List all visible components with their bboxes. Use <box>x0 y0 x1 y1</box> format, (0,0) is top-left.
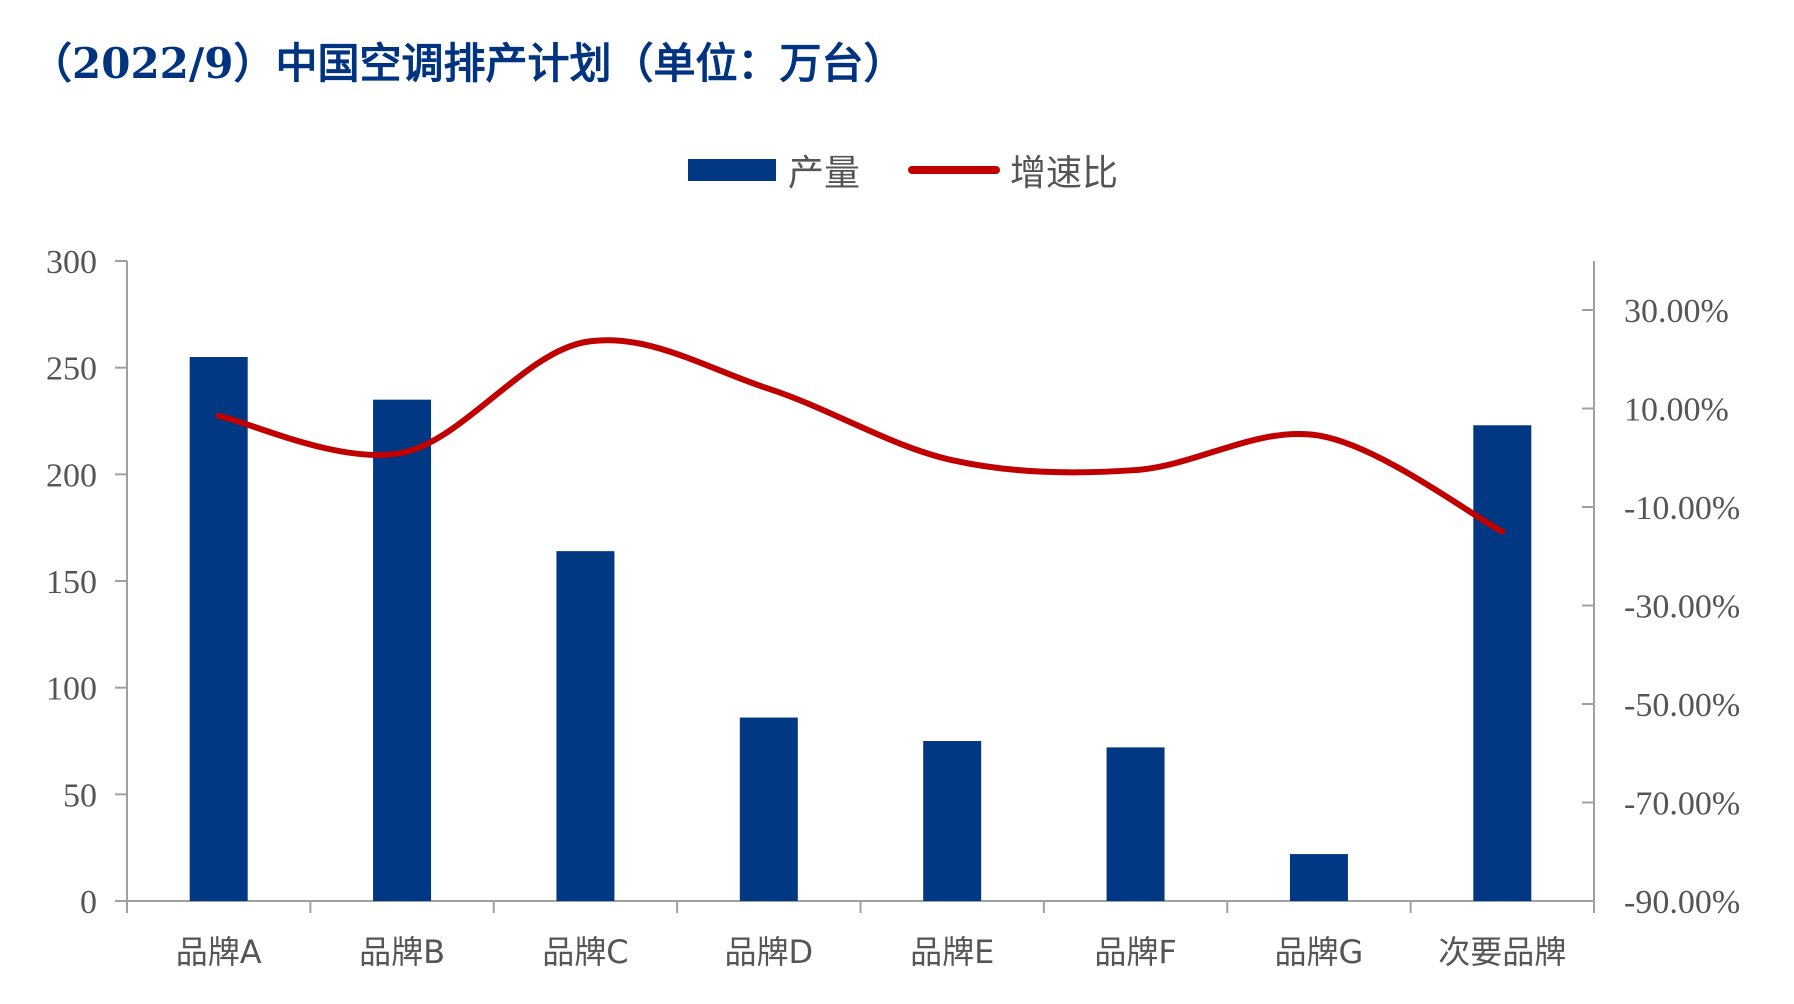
category-label: 品牌A <box>176 933 262 971</box>
left-tick-label: 100 <box>46 671 97 708</box>
left-tick-label: 0 <box>80 884 97 921</box>
legend-item-bar: 产量 <box>688 140 860 200</box>
category-label: 品牌C <box>542 933 628 971</box>
category-label: 品牌G <box>1275 933 1364 971</box>
legend-bar-swatch <box>688 159 776 181</box>
category-label: 品牌B <box>359 933 445 971</box>
legend-item-line: 增速比 <box>908 140 1118 200</box>
bar-7 <box>1289 854 1348 901</box>
bar-1 <box>189 357 248 901</box>
right-tick-label: -30.00% <box>1624 589 1740 626</box>
right-tick-label: 10.00% <box>1624 392 1729 429</box>
legend: 产量 增速比 <box>0 140 1794 200</box>
right-tick-label: -70.00% <box>1624 786 1740 823</box>
bar-2 <box>373 399 432 901</box>
left-tick-label: 150 <box>46 564 97 601</box>
legend-line-swatch <box>908 166 1000 174</box>
left-tick-label: 200 <box>46 457 97 494</box>
right-tick-label: -90.00% <box>1624 884 1740 921</box>
category-label: 次要品牌 <box>1438 933 1566 971</box>
legend-line-label: 增速比 <box>1010 153 1119 194</box>
category-label: 品牌D <box>724 933 813 971</box>
bar-3 <box>556 551 615 901</box>
category-label: 品牌E <box>910 933 994 971</box>
growth-rate-line <box>215 337 1506 535</box>
chart-title: （2022/9）中国空调排产计划（单位：万台） <box>30 39 906 88</box>
right-tick-label: -50.00% <box>1624 687 1740 724</box>
right-tick-label: -10.00% <box>1624 490 1740 527</box>
legend-bar-label: 产量 <box>788 153 861 194</box>
left-tick-label: 250 <box>46 351 97 388</box>
right-tick-label: 30.00% <box>1624 293 1729 330</box>
bar-5 <box>923 741 982 901</box>
left-tick-label: 50 <box>63 777 97 814</box>
bar-8 <box>1473 425 1532 901</box>
bar-4 <box>739 717 798 901</box>
category-label: 品牌F <box>1094 933 1176 971</box>
bar-6 <box>1106 747 1165 901</box>
left-tick-label: 300 <box>46 244 97 281</box>
